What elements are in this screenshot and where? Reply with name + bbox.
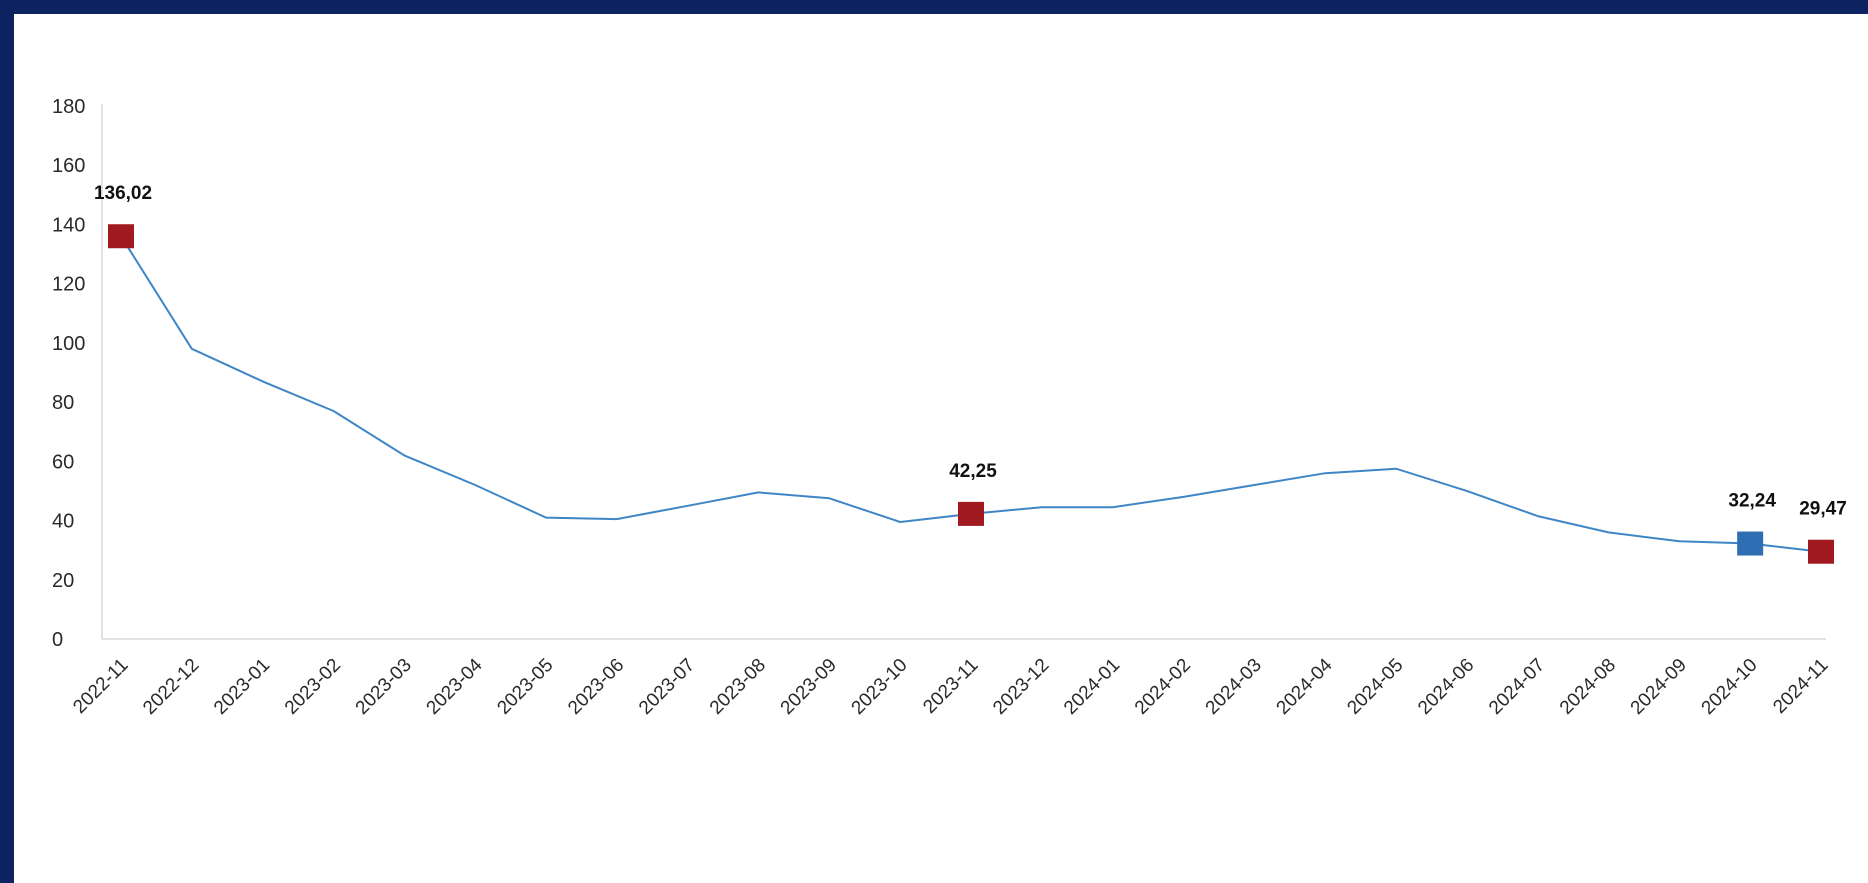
y-tick-label: 140 (52, 214, 85, 236)
x-tick-label: 2024-01 (1060, 655, 1124, 719)
y-axis: 0 20 40 60 80 100 120 140 160 180 (52, 96, 103, 651)
x-tick-label: 2023-04 (423, 654, 487, 718)
x-tick-label: 2024-10 (1698, 655, 1762, 719)
y-tick-label: 120 (52, 274, 85, 296)
x-tick-label: 2024-09 (1627, 655, 1691, 719)
x-tick-label: 2023-01 (210, 655, 274, 719)
x-tick-label: 2022-11 (69, 655, 132, 718)
y-tick-label: 0 (52, 629, 63, 651)
y-tick-label: 160 (52, 155, 85, 177)
x-tick-label: 2024-11 (1769, 655, 1832, 718)
data-point-marker (108, 224, 134, 249)
x-tick-label: 2023-09 (777, 655, 841, 719)
data-label: 42,25 (949, 461, 997, 482)
x-tick-label: 2022-12 (139, 655, 203, 719)
data-point-marker (958, 501, 984, 526)
x-tick-label: 2024-03 (1202, 655, 1266, 719)
x-tick-label: 2023-12 (989, 655, 1053, 719)
x-tick-label: 2023-05 (493, 655, 557, 719)
data-point-marker (1808, 539, 1834, 564)
data-label: 32,24 (1728, 491, 1776, 512)
chart-panel: 0 20 40 60 80 100 120 140 160 180 2022-11 2022-12 2… (14, 14, 1868, 883)
data-label: 29,47 (1799, 499, 1847, 520)
x-tick-label: 2024-05 (1343, 655, 1407, 719)
x-tick-label: 2023-11 (919, 655, 982, 718)
x-tick-label: 2024-04 (1273, 654, 1337, 718)
x-tick-label: 2024-06 (1414, 655, 1478, 719)
x-tick-label: 2023-02 (281, 655, 345, 719)
highlight-markers: 136,02 42,25 32,24 29,47 (94, 183, 1847, 564)
x-tick-label: 2023-03 (352, 655, 416, 719)
data-label: 136,02 (94, 183, 152, 204)
y-tick-label: 180 (52, 96, 85, 118)
x-tick-label: 2024-07 (1485, 655, 1549, 719)
x-tick-label: 2023-08 (706, 655, 770, 719)
y-tick-label: 60 (52, 451, 74, 473)
y-tick-label: 20 (52, 570, 74, 592)
y-tick-label: 100 (52, 333, 85, 355)
x-tick-label: 2023-06 (564, 655, 628, 719)
x-tick-label: 2023-07 (635, 655, 699, 719)
x-axis: 2022-11 2022-12 2023-01 2023-02 2023-03 2023-… (69, 638, 1833, 719)
x-tick-label: 2024-08 (1556, 655, 1620, 719)
y-tick-label: 80 (52, 392, 74, 414)
data-point-marker (1737, 531, 1764, 556)
x-tick-label: 2024-02 (1131, 655, 1195, 719)
x-tick-label: 2023-10 (848, 655, 912, 719)
y-tick-label: 40 (52, 511, 74, 533)
